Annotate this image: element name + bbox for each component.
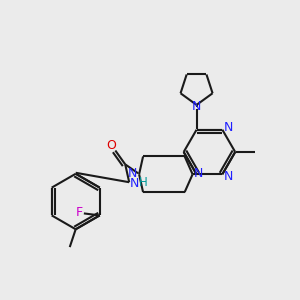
- Text: N: N: [130, 177, 139, 190]
- Text: H: H: [139, 176, 147, 189]
- Text: N: N: [128, 167, 137, 180]
- Text: O: O: [106, 139, 116, 152]
- Text: N: N: [192, 100, 201, 113]
- Text: N: N: [224, 170, 233, 183]
- Text: N: N: [224, 121, 233, 134]
- Text: F: F: [75, 206, 82, 219]
- Text: N: N: [194, 167, 203, 180]
